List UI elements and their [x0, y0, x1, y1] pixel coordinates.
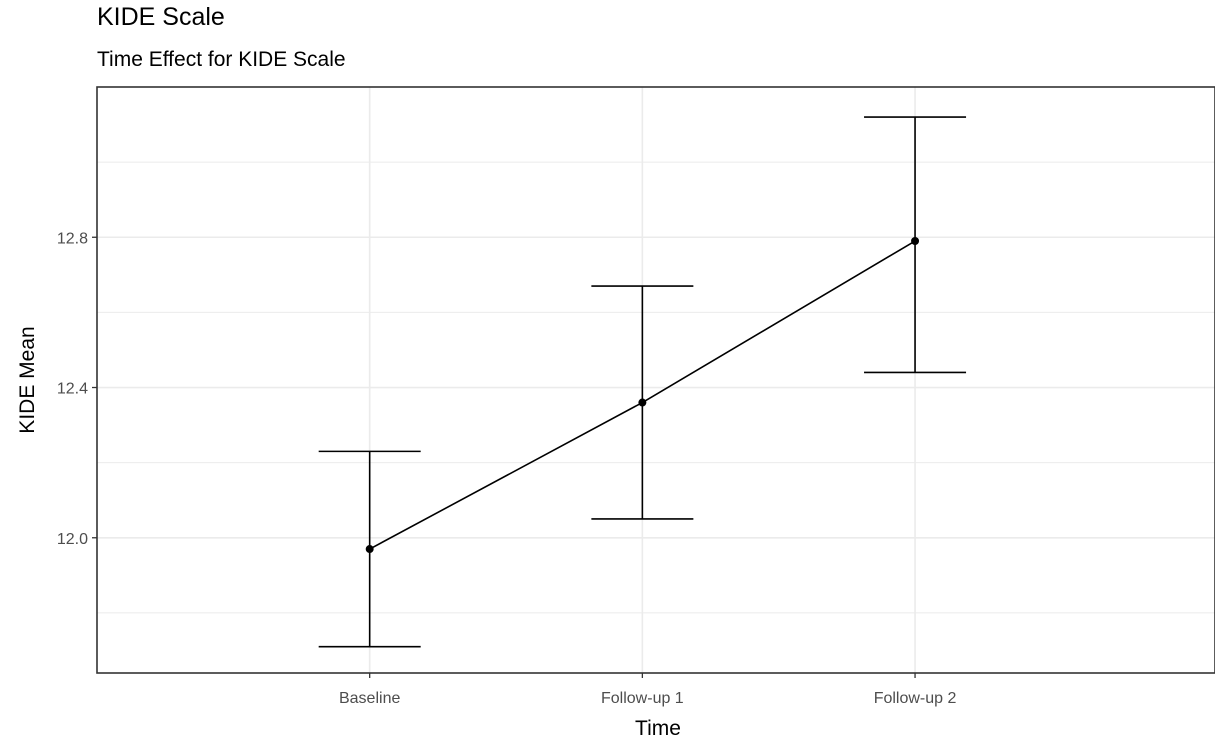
x-axis-ticks: Baseline Follow-up 1 Follow-up 2: [339, 673, 957, 707]
data-point: [911, 237, 920, 246]
data-point: [365, 545, 374, 554]
data-points: [365, 237, 920, 554]
x-tick-label: Baseline: [339, 690, 400, 707]
chart-subtitle: Time Effect for KIDE Scale: [97, 48, 346, 71]
y-tick-label: 12.4: [57, 381, 88, 398]
y-tick-label: 12.0: [57, 531, 88, 548]
x-tick-label: Follow-up 1: [601, 690, 684, 707]
x-tick-label: Follow-up 2: [874, 690, 957, 707]
y-axis-title: KIDE Mean: [16, 326, 39, 433]
panel-border: [96, 86, 1215, 674]
data-point: [638, 398, 647, 407]
x-axis-title: Time: [635, 717, 681, 740]
minor-gridlines: [97, 161, 1215, 614]
y-tick-label: 12.8: [57, 230, 88, 247]
y-axis-ticks: 12.0 12.4 12.8: [57, 230, 97, 548]
chart-title: KIDE Scale: [97, 3, 225, 31]
major-gridlines: [97, 87, 1215, 673]
